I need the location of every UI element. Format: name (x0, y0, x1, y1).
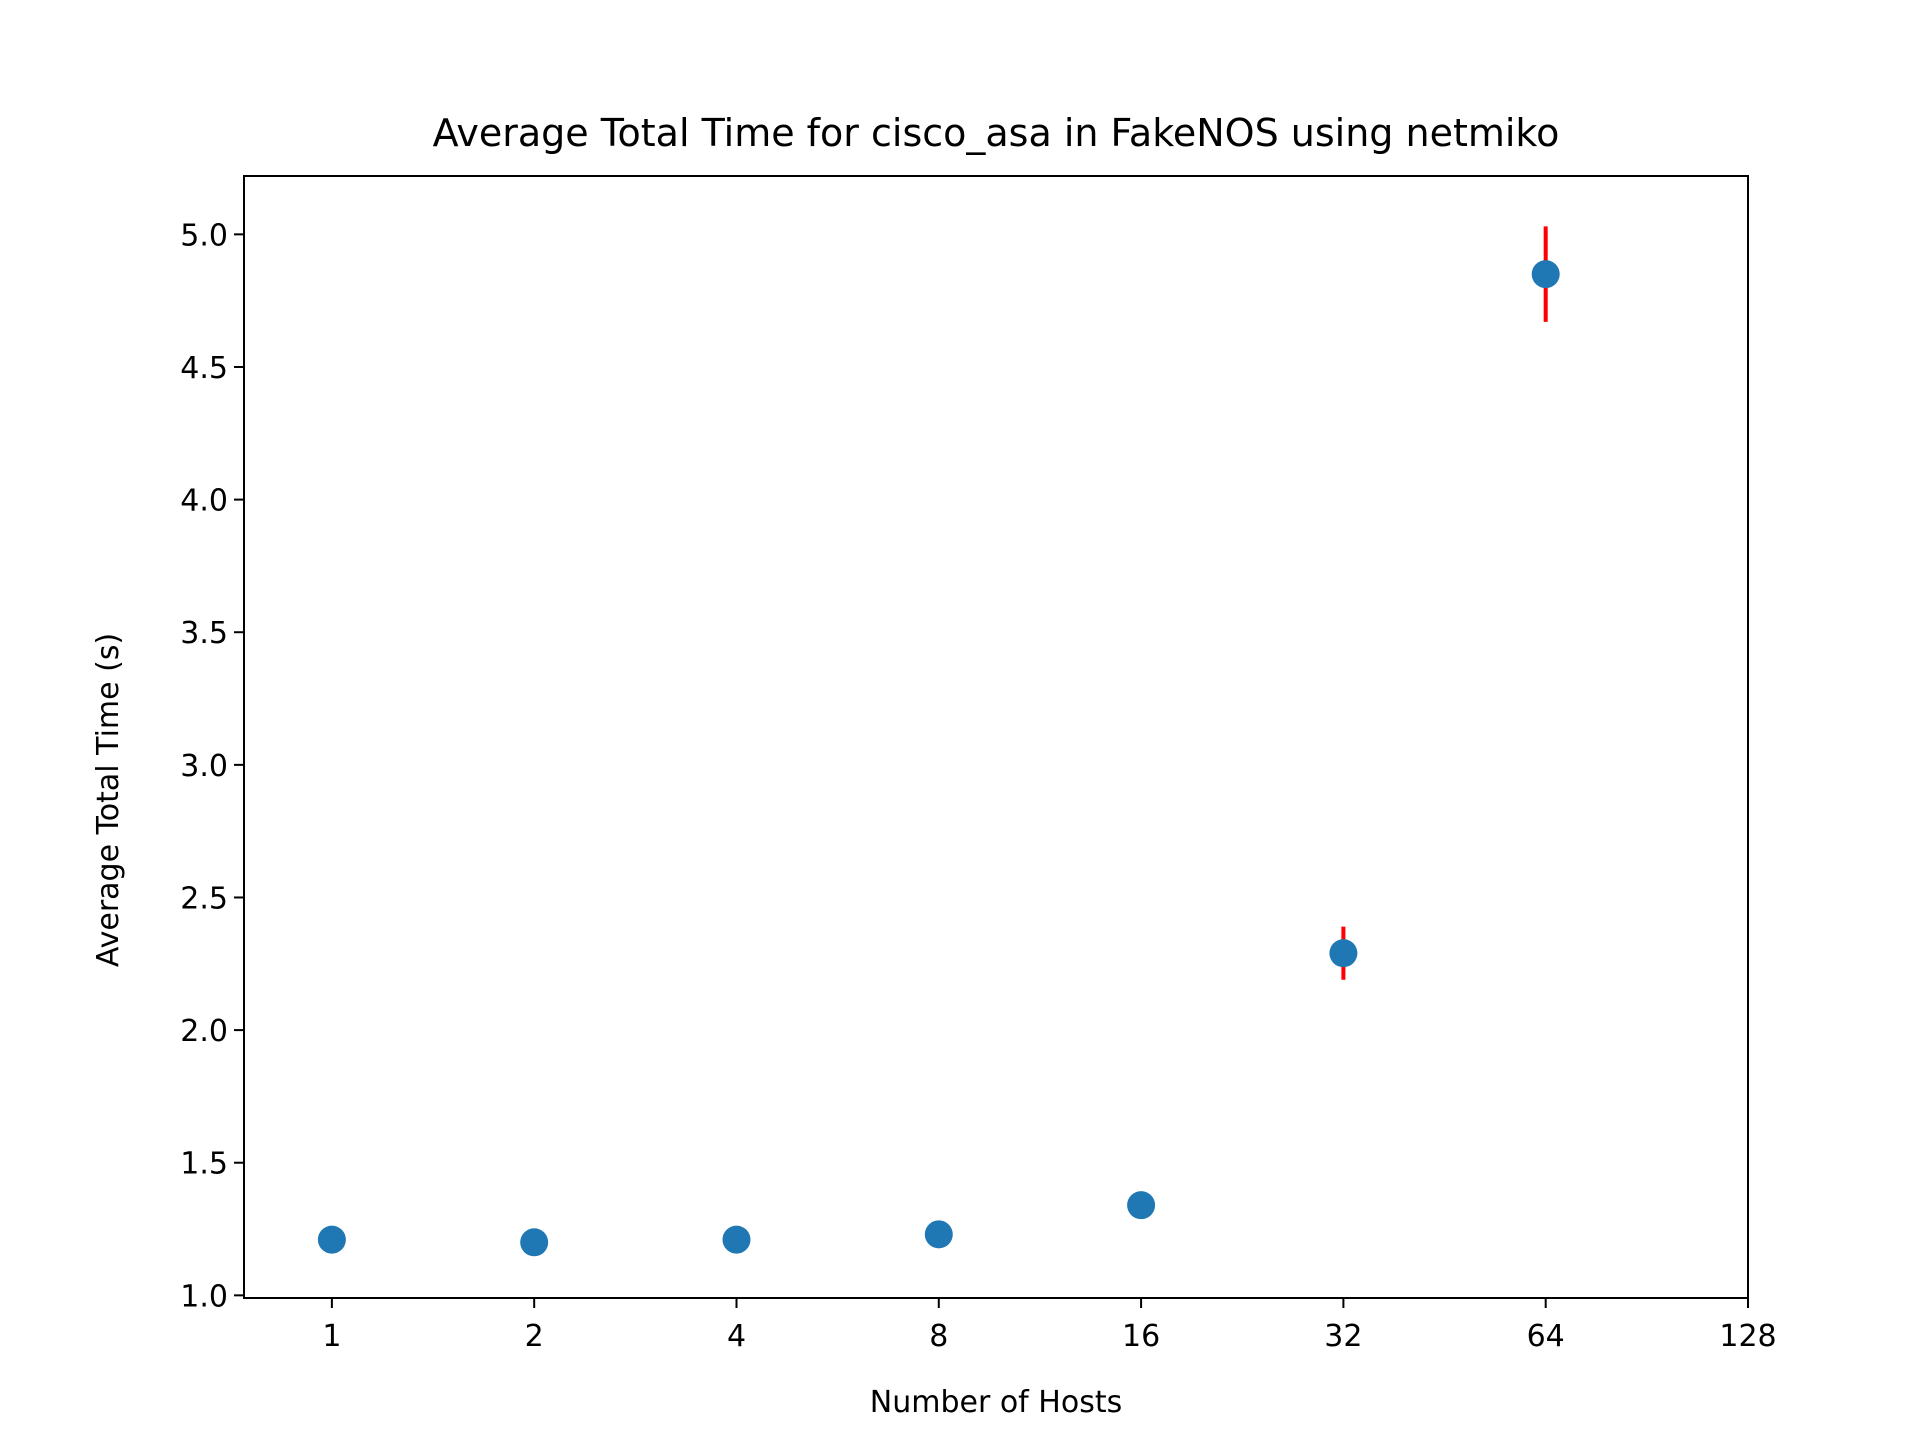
x-tick-label: 2 (525, 1319, 544, 1354)
data-point (1127, 1191, 1156, 1220)
data-point (924, 1220, 953, 1249)
x-tick-label: 32 (1324, 1319, 1362, 1354)
plot-area (317, 226, 1560, 1257)
x-tick-label: 4 (727, 1319, 746, 1354)
x-tick-label: 1 (322, 1319, 341, 1354)
x-tick-label: 128 (1719, 1319, 1776, 1354)
data-point (317, 1225, 346, 1254)
x-tick-label: 64 (1527, 1319, 1565, 1354)
data-point (722, 1225, 751, 1254)
x-tick-label: 8 (929, 1319, 948, 1354)
y-tick-label: 2.0 (180, 1014, 228, 1049)
y-tick-label: 3.0 (180, 749, 228, 784)
axes: 1 2 4 8 16 32 64 128 1.0 1.5 2.0 2.5 3.0 3.5 4.0 4.5 5.0 (180, 218, 1776, 1354)
data-point (1329, 939, 1358, 968)
data-point (1531, 260, 1560, 289)
chart-title: Average Total Time for cisco_asa in Fake… (433, 111, 1560, 155)
y-tick-label: 4.5 (180, 351, 228, 386)
plot-frame (243, 175, 1749, 1299)
x-axis-label: Number of Hosts (870, 1385, 1122, 1420)
data-point (520, 1228, 549, 1257)
y-tick-label: 4.0 (180, 484, 228, 519)
y-tick-label: 1.5 (180, 1147, 228, 1182)
y-axis-label: Average Total Time (s) (91, 633, 126, 967)
y-tick-label: 3.5 (180, 616, 228, 651)
y-tick-label: 5.0 (180, 218, 228, 253)
y-tick-label: 2.5 (180, 881, 228, 916)
x-tick-label: 16 (1122, 1319, 1160, 1354)
y-tick-label: 1.0 (180, 1279, 228, 1314)
